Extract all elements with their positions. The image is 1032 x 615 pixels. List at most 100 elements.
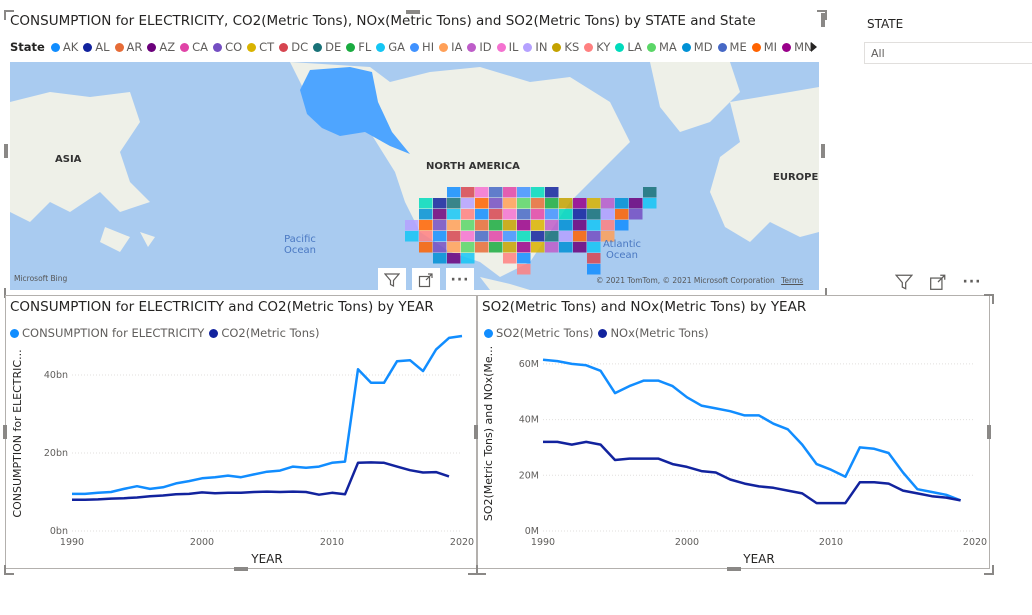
state-shape[interactable] xyxy=(503,231,517,242)
legend-item-in[interactable]: IN xyxy=(523,40,547,54)
legend-item-id[interactable]: ID xyxy=(467,40,492,54)
line-chart-so2-nox[interactable]: SO2(Metric Tons) and NOx(Metric Tons) by… xyxy=(477,295,990,569)
state-shape[interactable] xyxy=(545,209,559,220)
state-shape[interactable] xyxy=(559,198,573,209)
resize-handle[interactable] xyxy=(821,13,825,27)
state-shape[interactable] xyxy=(531,220,545,231)
terms-link[interactable]: Terms xyxy=(781,276,804,285)
state-shape[interactable] xyxy=(489,231,503,242)
state-shape[interactable] xyxy=(517,187,531,198)
resize-handle[interactable] xyxy=(4,144,8,158)
state-shape[interactable] xyxy=(559,220,573,231)
legend-item-ct[interactable]: CT xyxy=(247,40,274,54)
resize-handle[interactable] xyxy=(817,10,827,20)
state-shape[interactable] xyxy=(587,220,601,231)
state-shape[interactable] xyxy=(517,198,531,209)
state-shape[interactable] xyxy=(433,242,447,253)
state-shape[interactable] xyxy=(601,198,615,209)
legend-item-fl[interactable]: FL xyxy=(346,40,371,54)
state-shape[interactable] xyxy=(475,242,489,253)
state-shape[interactable] xyxy=(587,198,601,209)
state-shape[interactable] xyxy=(601,231,615,242)
state-shape[interactable] xyxy=(573,198,587,209)
resize-handle[interactable] xyxy=(987,425,991,439)
state-shape[interactable] xyxy=(643,198,657,209)
state-shape[interactable] xyxy=(615,198,629,209)
state-shape[interactable] xyxy=(503,187,517,198)
state-shape[interactable] xyxy=(573,242,587,253)
state-shape[interactable] xyxy=(615,209,629,220)
state-shape[interactable] xyxy=(475,220,489,231)
resize-handle[interactable] xyxy=(4,565,14,575)
state-shape[interactable] xyxy=(433,209,447,220)
legend-item-co[interactable]: CO xyxy=(213,40,242,54)
resize-handle[interactable] xyxy=(474,425,478,439)
resize-handle[interactable] xyxy=(3,425,7,439)
legend-item-ma[interactable]: MA xyxy=(646,40,677,54)
legend-item-dc[interactable]: DC xyxy=(279,40,308,54)
resize-handle[interactable] xyxy=(984,294,994,304)
legend-item-mi[interactable]: MI xyxy=(751,40,777,54)
state-shape[interactable] xyxy=(475,198,489,209)
state-slicer-dropdown[interactable]: All xyxy=(864,42,1032,64)
state-shape[interactable] xyxy=(559,209,573,220)
focus-mode-icon[interactable] xyxy=(412,268,440,292)
legend-item[interactable]: SO2(Metric Tons) xyxy=(484,326,593,340)
legend-item-az[interactable]: AZ xyxy=(147,40,175,54)
state-shape[interactable] xyxy=(503,209,517,220)
state-shape[interactable] xyxy=(489,209,503,220)
state-shape[interactable] xyxy=(461,253,475,264)
state-shape[interactable] xyxy=(545,198,559,209)
state-shape[interactable] xyxy=(447,220,461,231)
state-shape[interactable] xyxy=(601,209,615,220)
series-line-0[interactable] xyxy=(542,358,962,502)
state-shape[interactable] xyxy=(517,209,531,220)
more-options-icon[interactable]: ··· xyxy=(446,268,474,292)
resize-handle[interactable] xyxy=(727,567,741,571)
state-shape[interactable] xyxy=(629,198,643,209)
state-shape[interactable] xyxy=(433,231,447,242)
legend-item-hi[interactable]: HI xyxy=(410,40,434,54)
state-shape[interactable] xyxy=(531,209,545,220)
state-shape[interactable] xyxy=(545,242,559,253)
state-shape[interactable] xyxy=(587,253,601,264)
state-shape[interactable] xyxy=(447,209,461,220)
state-shape[interactable] xyxy=(517,264,531,275)
state-shape[interactable] xyxy=(447,231,461,242)
legend-item-ar[interactable]: AR xyxy=(114,40,142,54)
state-shape[interactable] xyxy=(573,231,587,242)
legend-item[interactable]: CONSUMPTION for ELECTRICITY xyxy=(10,326,204,340)
state-shape[interactable] xyxy=(433,253,447,264)
resize-handle[interactable] xyxy=(821,144,825,158)
state-shape[interactable] xyxy=(419,242,433,253)
state-shape[interactable] xyxy=(447,198,461,209)
legend-item-ca[interactable]: CA xyxy=(180,40,208,54)
state-shape[interactable] xyxy=(433,220,447,231)
state-shape[interactable] xyxy=(447,253,461,264)
state-shape[interactable] xyxy=(419,220,433,231)
legend-next-icon[interactable] xyxy=(811,42,817,52)
filter-icon[interactable] xyxy=(890,270,918,294)
state-shape[interactable] xyxy=(517,242,531,253)
legend-item-ga[interactable]: GA xyxy=(376,40,405,54)
legend-item-me[interactable]: ME xyxy=(717,40,747,54)
state-shape[interactable] xyxy=(489,220,503,231)
state-shape[interactable] xyxy=(559,242,573,253)
state-shape[interactable] xyxy=(405,231,419,242)
state-shape[interactable] xyxy=(643,187,657,198)
resize-handle[interactable] xyxy=(984,565,994,575)
resize-handle[interactable] xyxy=(234,567,248,571)
resize-handle[interactable] xyxy=(476,565,486,575)
state-shape[interactable] xyxy=(573,209,587,220)
legend-item-de[interactable]: DE xyxy=(313,40,341,54)
state-shape[interactable] xyxy=(461,242,475,253)
series-line-1[interactable] xyxy=(543,440,961,505)
legend-item-ak[interactable]: AK xyxy=(50,40,78,54)
legend-item-ks[interactable]: KS xyxy=(552,40,579,54)
state-shape[interactable] xyxy=(587,209,601,220)
state-shape[interactable] xyxy=(531,242,545,253)
legend-item-il[interactable]: IL xyxy=(496,40,518,54)
state-shape[interactable] xyxy=(419,209,433,220)
state-shape[interactable] xyxy=(601,220,615,231)
legend-item-al[interactable]: AL xyxy=(83,40,110,54)
